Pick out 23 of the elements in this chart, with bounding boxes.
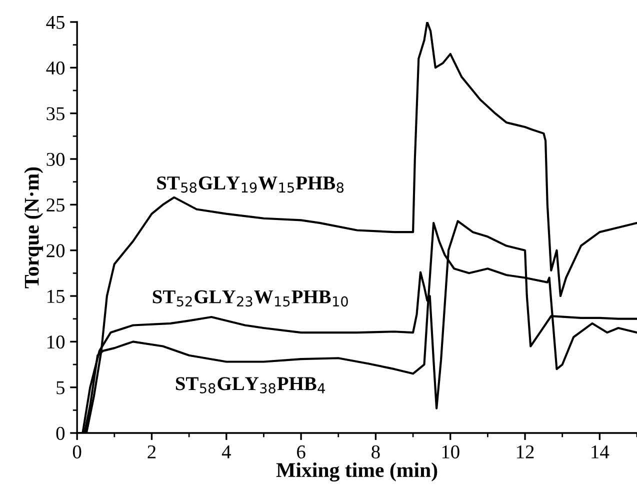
series-label: ST$_{58}$GLY$_{38}$PHB$_{4}$ xyxy=(176,377,325,394)
y-tick-label: 40 xyxy=(46,61,65,75)
x-axis-title: Mixing time (min) xyxy=(276,462,438,482)
x-tick-label: 0 xyxy=(72,445,82,458)
y-tick-label: 10 xyxy=(48,335,65,349)
x-tick-label: 6 xyxy=(297,445,306,458)
y-tick-label: 0 xyxy=(56,426,65,440)
series-label: ST$_{52}$GLY$_{23}$W$_{15}$PHB$_{10}$ xyxy=(152,290,348,307)
x-tick-label: 2 xyxy=(148,445,156,458)
y-tick-label: 5 xyxy=(56,381,65,394)
x-tick-label: 14 xyxy=(592,445,610,458)
y-tick-label: 30 xyxy=(46,152,65,166)
y-tick-label: 15 xyxy=(48,290,65,303)
x-tick-label: 12 xyxy=(517,445,534,458)
y-tick-label: 35 xyxy=(46,107,65,120)
x-tick-label: 8 xyxy=(372,445,380,458)
y-axis-title: Torque (N·m) xyxy=(24,167,44,288)
series-label: ST$_{58}$GLY$_{19}$W$_{15}$PHB$_{8}$ xyxy=(157,176,344,193)
x-tick-label: 10 xyxy=(442,445,460,458)
x-tick-label: 4 xyxy=(222,446,231,458)
y-tick-label: 45 xyxy=(46,16,65,29)
y-tick-label: 25 xyxy=(46,198,65,212)
y-tick-label: 20 xyxy=(46,244,65,258)
